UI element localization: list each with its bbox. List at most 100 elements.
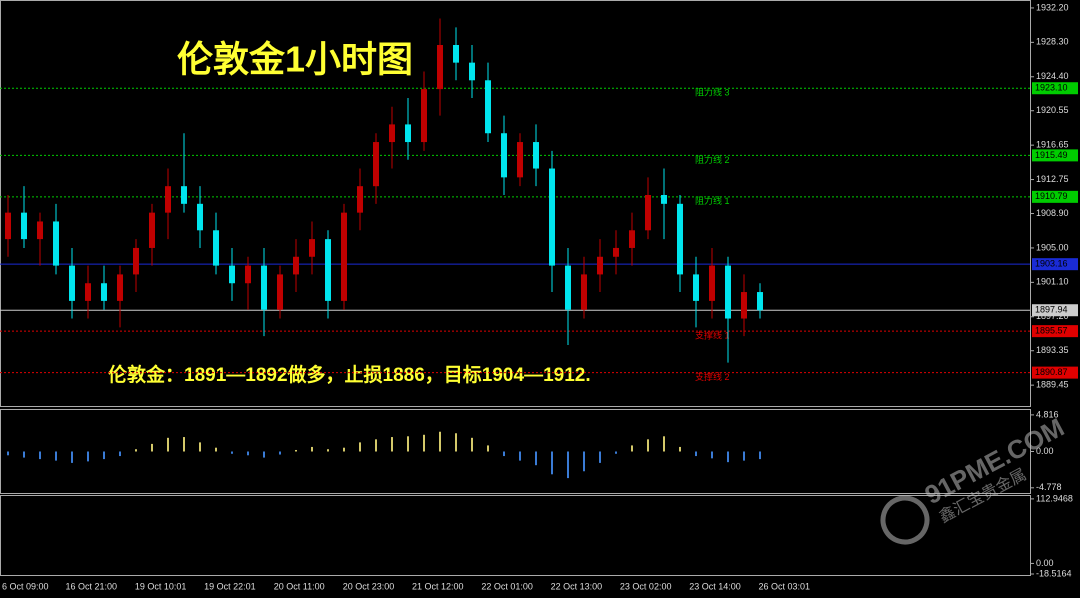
macd-bar bbox=[615, 451, 617, 454]
candle-body bbox=[21, 212, 27, 240]
level-name: 支撑线 1 bbox=[695, 330, 730, 341]
macd-bar bbox=[695, 451, 697, 457]
price-label: 1923.10 bbox=[1035, 83, 1068, 93]
level-name: 阻力线 1 bbox=[695, 195, 730, 206]
x-tick-label: 19 Oct 10:01 bbox=[135, 581, 187, 591]
macd-bar bbox=[743, 451, 745, 461]
macd-bar bbox=[311, 446, 313, 452]
macd-bar bbox=[359, 442, 361, 452]
macd-bar bbox=[167, 437, 169, 452]
y-tick-label: 1920.55 bbox=[1036, 105, 1069, 115]
price-label: 1915.49 bbox=[1035, 150, 1068, 160]
macd-bar bbox=[663, 436, 665, 452]
x-tick-label: 6 Oct 09:00 bbox=[2, 581, 49, 591]
macd-bar bbox=[279, 451, 281, 455]
macd-bar bbox=[759, 451, 761, 460]
stoch-tick-label: -18.5164 bbox=[1036, 568, 1072, 578]
candle-body bbox=[85, 283, 91, 301]
y-tick-label: 1932.20 bbox=[1036, 2, 1069, 12]
candle-body bbox=[693, 274, 699, 301]
macd-bar bbox=[439, 431, 441, 452]
candle-body bbox=[341, 212, 347, 301]
macd-bar bbox=[263, 451, 265, 458]
macd-bar bbox=[535, 451, 537, 466]
x-tick-label: 23 Oct 02:00 bbox=[620, 581, 672, 591]
candle-body bbox=[437, 45, 443, 90]
y-tick-label: 1905.00 bbox=[1036, 242, 1069, 252]
price-label: 1895.57 bbox=[1035, 326, 1068, 336]
price-label: 1903.16 bbox=[1035, 259, 1068, 269]
candle-body bbox=[405, 124, 411, 143]
candle-body bbox=[757, 292, 763, 311]
candle-body bbox=[597, 256, 603, 275]
macd-bar bbox=[71, 451, 73, 463]
y-tick-label: 1924.40 bbox=[1036, 71, 1069, 81]
macd-tick-label: -4.778 bbox=[1036, 482, 1062, 492]
candle-body bbox=[725, 265, 731, 319]
macd-bar bbox=[567, 451, 569, 479]
candle-body bbox=[549, 168, 555, 266]
macd-bar bbox=[151, 443, 153, 452]
y-tick-label: 1912.75 bbox=[1036, 174, 1069, 184]
x-tick-label: 20 Oct 11:00 bbox=[274, 581, 325, 591]
price-box bbox=[1032, 190, 1078, 203]
macd-bar bbox=[583, 451, 585, 472]
macd-bar bbox=[503, 451, 505, 457]
candle-body bbox=[309, 239, 315, 257]
candle-body bbox=[261, 265, 267, 310]
candle-body bbox=[229, 265, 235, 284]
price-box bbox=[1032, 258, 1078, 271]
macd-bar bbox=[87, 451, 89, 462]
y-tick-label: 1893.35 bbox=[1036, 345, 1069, 355]
candle-body bbox=[53, 221, 59, 266]
candle-body bbox=[197, 203, 203, 231]
macd-bar bbox=[423, 434, 425, 452]
candle-body bbox=[469, 62, 475, 81]
price-label: 1910.79 bbox=[1035, 191, 1068, 201]
y-tick-label: 1916.65 bbox=[1036, 140, 1069, 150]
x-tick-label: 19 Oct 22:01 bbox=[204, 581, 256, 591]
candle-body bbox=[245, 265, 251, 284]
candle-body bbox=[373, 142, 379, 187]
candle-body bbox=[645, 195, 651, 231]
candle-body bbox=[613, 247, 619, 257]
macd-bar bbox=[7, 451, 9, 456]
candle-body bbox=[37, 221, 43, 240]
macd-bar bbox=[295, 449, 297, 452]
x-tick-label: 20 Oct 23:00 bbox=[343, 581, 395, 591]
x-tick-label: 26 Oct 03:01 bbox=[759, 581, 811, 591]
price-box bbox=[1032, 304, 1078, 317]
macd-bar bbox=[55, 451, 57, 461]
candle-body bbox=[501, 133, 507, 178]
price-label: 1890.87 bbox=[1035, 367, 1068, 377]
candle-body bbox=[453, 45, 459, 63]
candle-body bbox=[357, 186, 363, 213]
stoch-tick-label: 0.00 bbox=[1036, 558, 1054, 568]
x-tick-label: 21 Oct 12:00 bbox=[412, 581, 464, 591]
macd-bar bbox=[487, 445, 489, 452]
x-tick-label: 22 Oct 13:00 bbox=[551, 581, 603, 591]
macd-bar bbox=[727, 451, 729, 463]
watermark-logo bbox=[880, 495, 930, 545]
x-tick-label: 22 Oct 01:00 bbox=[481, 581, 533, 591]
candle-body bbox=[485, 80, 491, 134]
candle-body bbox=[677, 203, 683, 275]
macd-bar bbox=[231, 451, 233, 454]
y-tick-label: 1908.90 bbox=[1036, 208, 1069, 218]
candle-body bbox=[517, 142, 523, 178]
candle-body bbox=[741, 292, 747, 319]
candle-body bbox=[101, 283, 107, 301]
candle-body bbox=[133, 247, 139, 275]
macd-bar bbox=[23, 451, 25, 458]
macd-bar bbox=[119, 451, 121, 457]
price-box bbox=[1032, 149, 1078, 162]
candle-body bbox=[213, 230, 219, 266]
level-name: 阻力线 3 bbox=[695, 87, 730, 98]
candle-body bbox=[293, 256, 299, 275]
candle-body bbox=[581, 274, 587, 310]
macd-bar bbox=[407, 436, 409, 452]
chart-title: 伦敦金1小时图 bbox=[177, 39, 413, 80]
macd-bar bbox=[247, 451, 249, 456]
